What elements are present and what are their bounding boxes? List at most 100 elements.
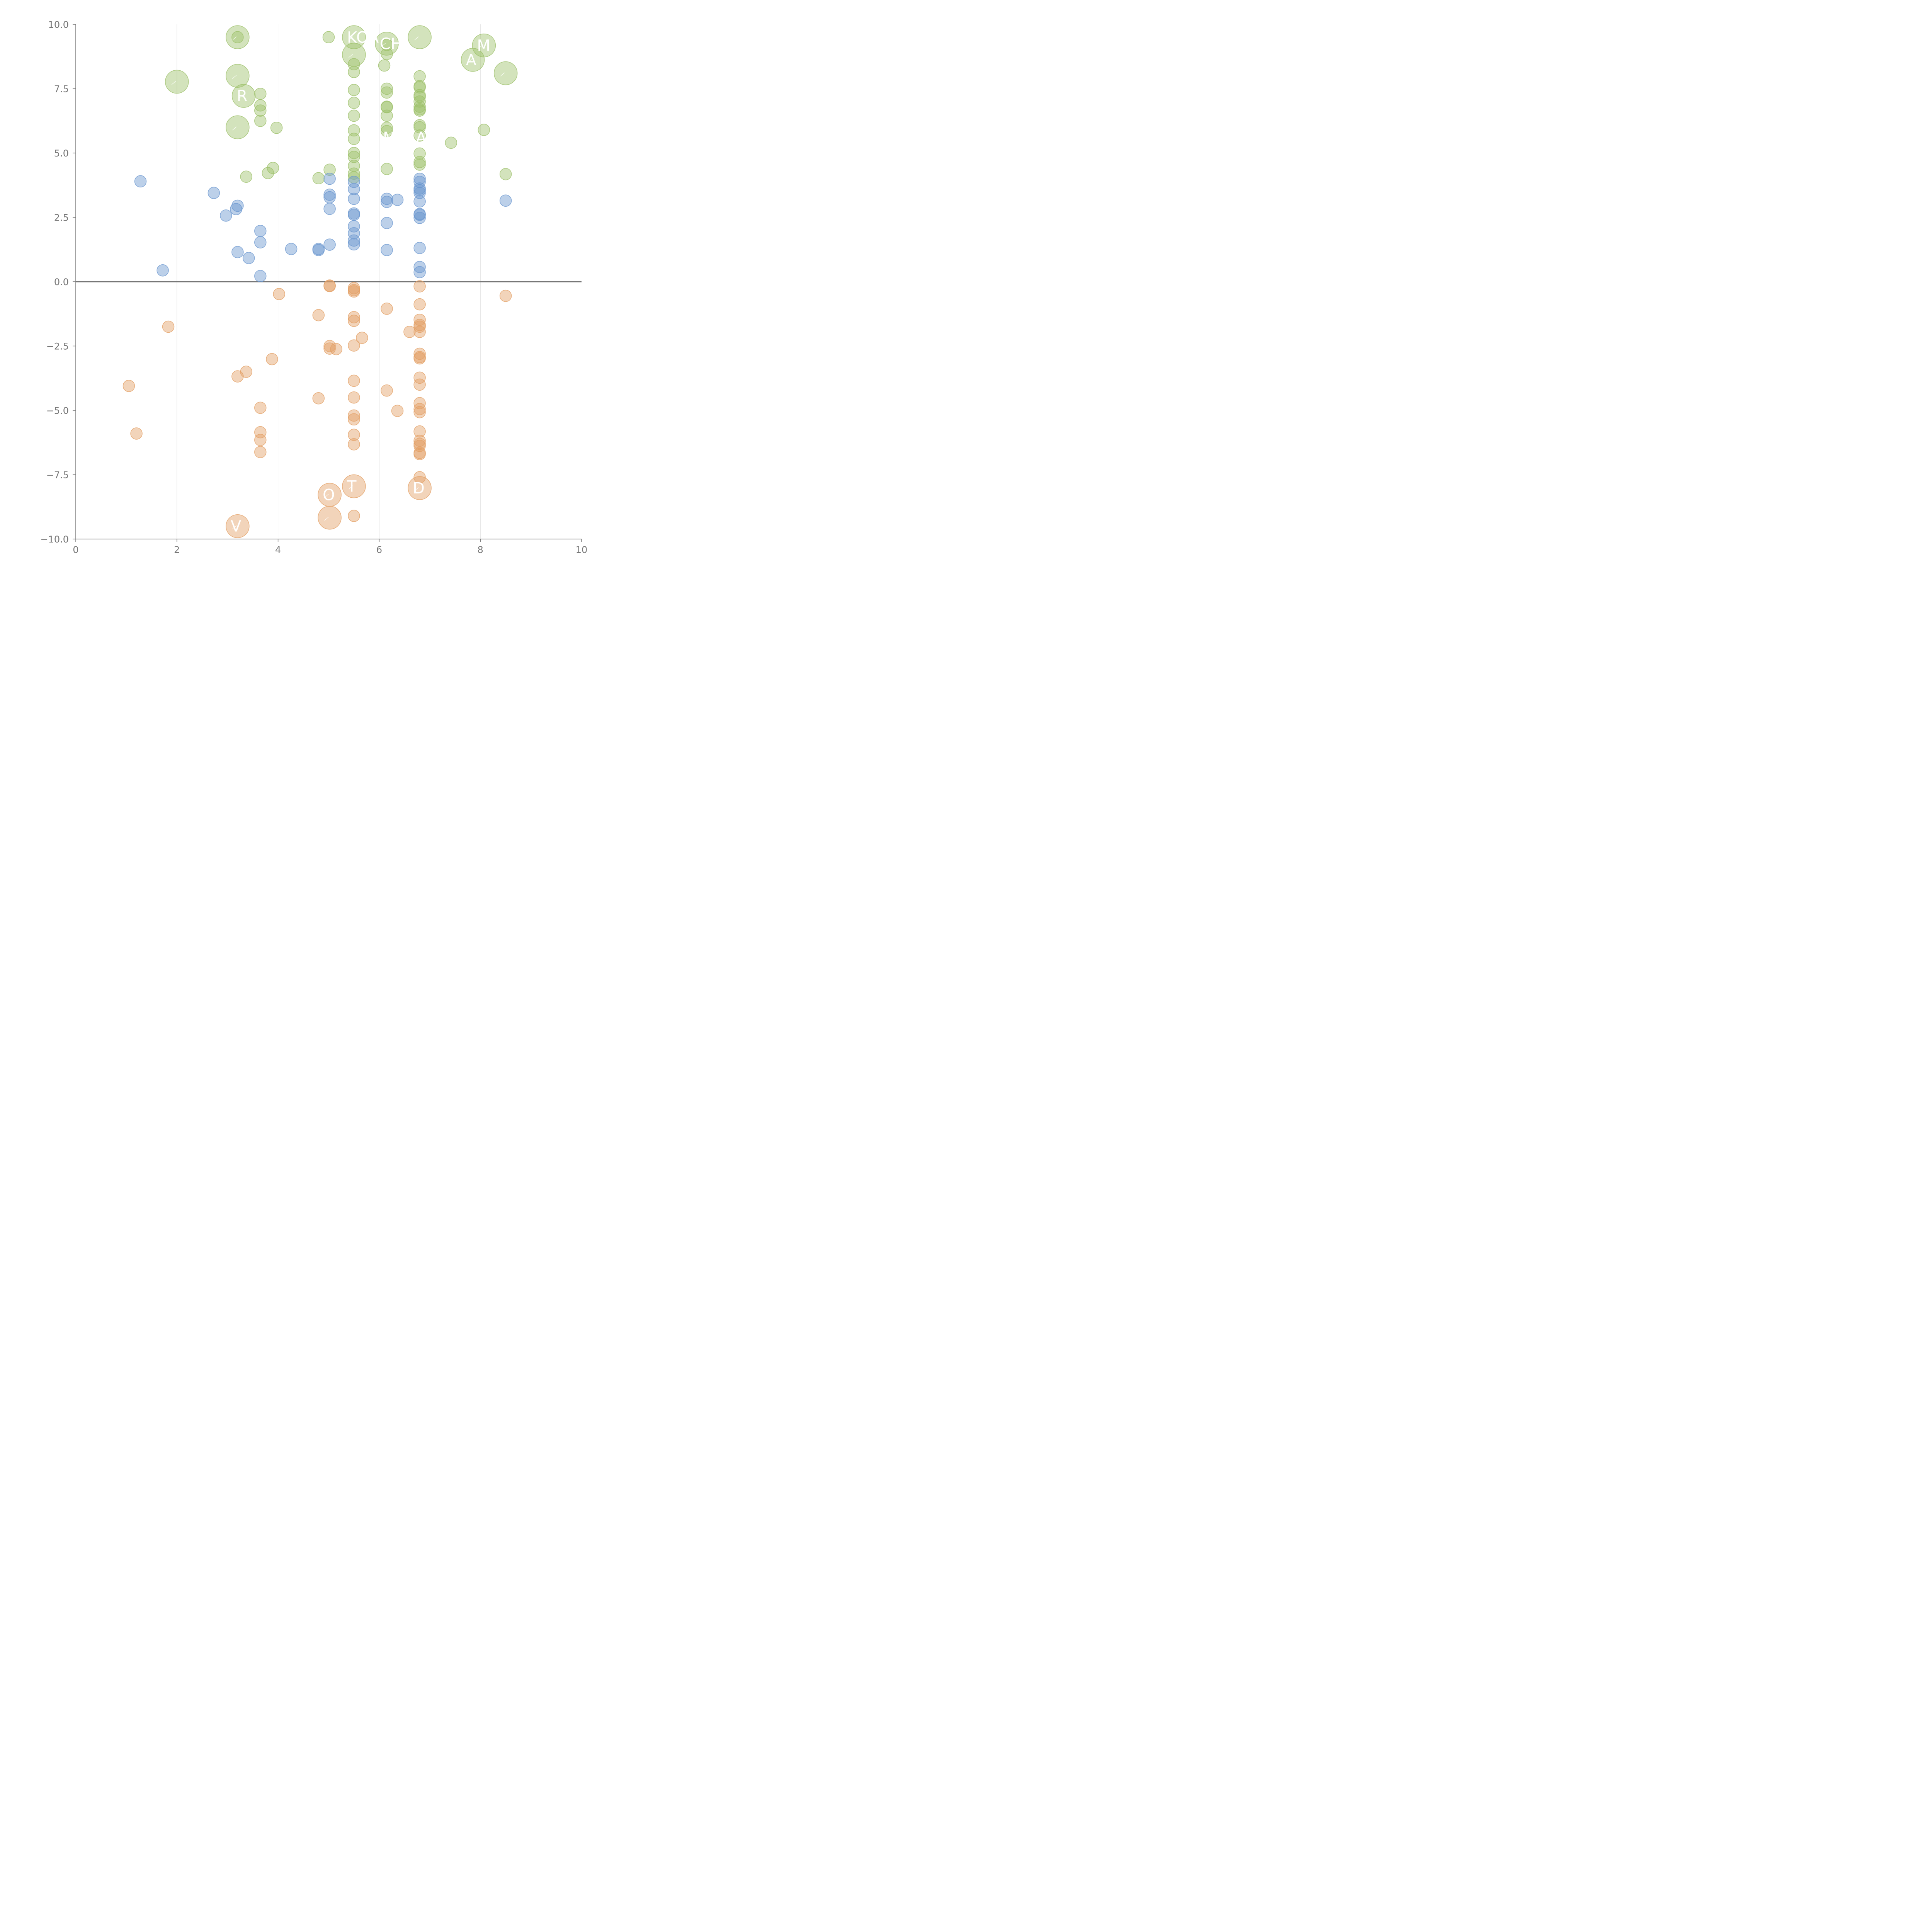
green-point xyxy=(413,156,426,168)
x-tick-label: 2 xyxy=(174,544,180,555)
green-point xyxy=(378,59,391,72)
orange-point xyxy=(348,510,360,522)
blue-point xyxy=(381,196,393,208)
green-large-point xyxy=(342,43,366,67)
green-large-point xyxy=(165,70,189,94)
blue-point xyxy=(381,244,393,256)
y-tick-label: 0.0 xyxy=(54,277,69,287)
y-tick-label: 7.5 xyxy=(54,84,69,95)
label-leader-line xyxy=(381,43,386,47)
green-point xyxy=(381,125,393,138)
orange-point xyxy=(162,320,175,333)
green-large-point xyxy=(342,25,366,49)
blue-point xyxy=(381,192,393,205)
blue-point xyxy=(348,238,360,251)
label-leader-line xyxy=(500,72,505,77)
y-tick-label: 10.0 xyxy=(48,19,69,30)
green-point xyxy=(381,163,393,175)
green-point xyxy=(254,115,267,127)
blue-point xyxy=(312,244,325,256)
green-point xyxy=(348,124,360,137)
x-tick-label: 6 xyxy=(376,544,382,555)
blue-point xyxy=(413,195,426,207)
green-point xyxy=(413,91,426,103)
orange-point xyxy=(312,309,325,321)
orange-point xyxy=(348,285,360,298)
blue-point xyxy=(413,209,426,221)
label-leader-line xyxy=(232,75,237,79)
green-point xyxy=(381,121,393,134)
point-label: M xyxy=(477,37,490,55)
y-tick-label: −2.5 xyxy=(46,341,69,352)
orange-point xyxy=(413,352,426,365)
green-point xyxy=(381,86,393,99)
x-tick-label: 4 xyxy=(275,544,281,555)
orange-point xyxy=(348,438,360,451)
blue-point xyxy=(348,227,360,240)
orange-point xyxy=(323,342,336,355)
blue-point xyxy=(323,172,336,185)
point-label: M xyxy=(383,129,396,147)
point-label: CH xyxy=(380,35,402,53)
y-tick-label: 5.0 xyxy=(54,148,69,159)
orange-point xyxy=(413,403,426,415)
orange-point xyxy=(254,446,267,458)
blue-point xyxy=(348,209,360,221)
blue-point xyxy=(413,266,426,279)
green-point xyxy=(267,162,279,174)
y-tick-label: −7.5 xyxy=(46,470,69,481)
orange-point xyxy=(403,326,416,338)
green-point xyxy=(348,109,360,122)
orange-point xyxy=(273,288,285,300)
blue-point xyxy=(254,225,267,237)
y-tick-label: −5.0 xyxy=(46,405,69,416)
green-point xyxy=(381,109,393,122)
orange-point xyxy=(130,427,143,440)
y-tick-label: −10.0 xyxy=(40,534,69,545)
orange-point xyxy=(499,289,512,302)
point-label: R xyxy=(237,87,248,105)
blue-point xyxy=(323,202,336,215)
blue-point xyxy=(413,175,426,188)
orange-point xyxy=(122,379,135,392)
green-point xyxy=(413,100,426,113)
green-point xyxy=(499,168,512,180)
blue-point xyxy=(391,194,404,206)
label-leader-line xyxy=(232,36,237,41)
orange-point xyxy=(413,347,426,360)
green-point xyxy=(381,101,393,114)
blue-point xyxy=(230,203,242,215)
label-leader-line xyxy=(467,59,472,63)
green-point xyxy=(254,99,267,112)
blue-point xyxy=(220,209,232,222)
label-leader-line xyxy=(232,525,237,529)
blue-point xyxy=(285,243,298,255)
orange-point xyxy=(413,471,426,483)
green-point xyxy=(240,170,252,183)
bubble-chart: 0 2 4 6 8 10 10.0 7.5 5.0 2.5 0.0 −2.5 −5.0 −7.5 −10.0… xyxy=(40,19,587,555)
orange-point xyxy=(413,425,426,438)
orange-point xyxy=(391,405,404,417)
green-point xyxy=(413,147,426,160)
orange-large-point xyxy=(318,505,342,530)
orange-point xyxy=(413,378,426,391)
green-large-point xyxy=(375,32,399,56)
green-point xyxy=(348,97,360,109)
label-leader-line xyxy=(349,36,353,41)
blue-point xyxy=(348,192,360,205)
orange-point xyxy=(312,392,325,405)
green-point xyxy=(348,151,360,163)
orange-point xyxy=(381,384,393,397)
blue-point xyxy=(348,234,360,247)
orange-point xyxy=(356,332,368,344)
label-leader-line xyxy=(232,126,237,131)
orange-point xyxy=(323,280,336,293)
blue-point xyxy=(348,175,360,188)
orange-point xyxy=(348,409,360,422)
green-large-point xyxy=(408,25,432,49)
orange-point xyxy=(348,311,360,323)
orange-point xyxy=(413,320,426,333)
blue-point xyxy=(231,246,244,259)
data-points xyxy=(122,25,518,538)
